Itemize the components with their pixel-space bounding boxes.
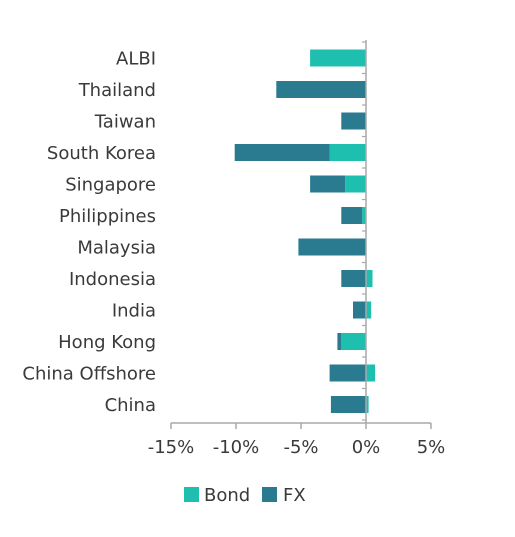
legend: Bond FX [184,485,306,506]
axes-layer [170,40,432,429]
category-label: Thailand [78,80,156,101]
bar-bond-philippines [362,207,366,224]
category-label: Malaysia [77,238,156,259]
bar-fx-hong-kong [337,333,342,350]
x-tick-label: -5% [283,437,318,458]
bar-bond-south-korea [329,144,366,161]
category-label: China [105,395,156,416]
x-tick-label: -10% [213,437,260,458]
legend-label-fx: FX [283,485,306,506]
legend-swatch-bond [184,487,199,502]
labels-layer: ALBI Thailand Taiwan South Korea Singapore Ph… [22,49,445,459]
x-tick-label: 0% [352,437,381,458]
bar-bond-indonesia [366,270,373,287]
category-label: Indonesia [69,269,156,290]
category-label: Philippines [59,206,156,227]
bar-fx-philippines [341,207,363,224]
category-label: China Offshore [22,364,156,385]
x-tick-label: -15% [148,437,195,458]
x-tick-label: 5% [417,437,446,458]
bar-bond-india [366,301,372,319]
bar-fx-south-korea [234,144,330,161]
bar-fx-taiwan [341,112,366,130]
bar-bond-hong-kong [341,333,366,350]
category-label: South Korea [47,143,156,164]
category-label: India [112,301,156,322]
bar-fx-indonesia [341,270,366,287]
bar-bond-china-offshore [366,364,376,382]
category-label: Taiwan [94,112,156,133]
bar-fx-china-offshore [329,364,366,382]
legend-swatch-fx [262,487,277,502]
bars-layer [234,49,376,413]
category-label: ALBI [116,49,156,70]
category-label: Singapore [65,175,156,196]
bar-fx-malaysia [298,238,366,256]
category-label: Hong Kong [58,332,156,353]
bar-bond-albi [310,49,366,67]
legend-label-bond: Bond [204,485,250,506]
bar-fx-china [330,396,366,413]
bar-fx-thailand [276,81,366,98]
bar-fx-singapore [310,175,346,193]
bar-fx-india [353,301,366,319]
bar-bond-china [366,396,369,413]
bar-bond-singapore [345,175,366,193]
